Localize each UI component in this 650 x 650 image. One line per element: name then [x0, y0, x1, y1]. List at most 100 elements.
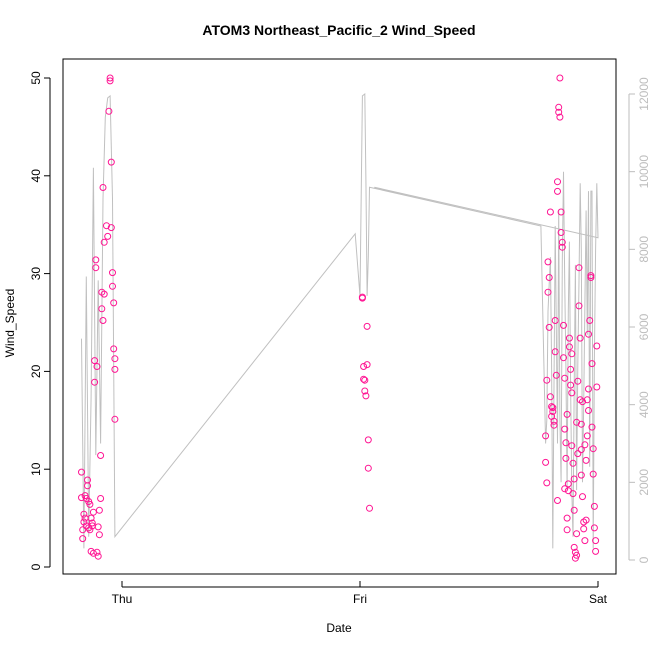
wind-speed-point	[550, 421, 558, 429]
x-tick-label: Thu	[112, 592, 133, 606]
y-tick-label: 30	[29, 267, 43, 281]
y-tick-label: 10	[29, 462, 43, 476]
wind-speed-point	[111, 365, 119, 373]
wind-speed-point	[585, 407, 592, 414]
wind-speed-point	[582, 456, 590, 464]
wind-speed-point	[590, 524, 598, 532]
wind-speed-point	[568, 389, 576, 397]
wind-speed-point	[574, 450, 582, 458]
wind-speed-point	[585, 385, 592, 393]
wind-speed-point	[588, 360, 596, 368]
plot-frame	[62, 58, 617, 575]
wind-speed-point	[581, 441, 589, 449]
wind-speed-point	[575, 264, 583, 272]
wind-speed-point	[92, 264, 100, 272]
wind-speed-point	[585, 330, 592, 338]
wind-speed-point	[364, 436, 372, 444]
x-tick-label: Sat	[589, 592, 608, 606]
wind-speed-point	[560, 321, 567, 329]
wind-speed-point	[545, 274, 553, 281]
wind-speed-point	[588, 423, 596, 431]
wind-speed-point	[555, 108, 563, 116]
wind-speed-point	[81, 514, 89, 522]
wind-speed-point	[563, 410, 571, 418]
wind-speed-point	[561, 374, 569, 382]
wind-speed-point	[361, 387, 369, 395]
wind-speed-point	[358, 294, 366, 302]
wind-speed-point	[570, 543, 578, 551]
y-tick-label: 0	[29, 563, 43, 570]
wind-speed-point	[579, 493, 586, 501]
wind-speed-point	[106, 74, 114, 82]
wind-speed-point	[593, 342, 601, 350]
wind-speed-point	[590, 502, 598, 510]
wind-speed-point	[592, 537, 600, 545]
wind-speed-point	[589, 445, 597, 453]
wind-speed-point	[577, 446, 585, 454]
wind-speed-point	[563, 526, 571, 534]
wind-speed-point	[86, 500, 94, 508]
wind-speed-point	[107, 158, 115, 166]
wind-speed-point	[93, 363, 101, 370]
wind-speed-point	[360, 375, 368, 383]
wind-speed-point	[84, 482, 91, 490]
wind-speed-point	[576, 334, 584, 342]
wind-speed-point	[592, 547, 600, 555]
wind-speed-point	[98, 305, 106, 313]
wind-speed-point	[573, 418, 581, 426]
wind-speed-point	[565, 343, 573, 351]
wind-speed-point	[561, 485, 569, 493]
wind-speed-point	[564, 480, 572, 488]
wind-speed-point	[587, 272, 595, 280]
wind-speed-point	[94, 552, 102, 560]
wind-speed-point	[573, 551, 581, 559]
wind-speed-point	[562, 454, 570, 462]
y2-tick-label: 12000	[637, 77, 650, 111]
wind-speed-point	[89, 508, 97, 516]
wind-speed-point	[364, 464, 372, 472]
y2-tick-label: 6000	[637, 313, 650, 340]
wind-speed-point	[363, 322, 371, 330]
y2-tick-label: 8000	[637, 236, 650, 263]
left-y-axis: 0 10 20 30 40 50	[29, 71, 51, 570]
wind-speed-point	[545, 323, 553, 331]
wind-speed-point	[111, 415, 119, 423]
wind-speed-point	[582, 516, 590, 524]
right-y-axis: 0 2000 4000 6000 8000 10000 12000	[628, 77, 650, 563]
wind-speed-point	[109, 269, 116, 277]
wind-speed-point	[80, 510, 88, 518]
wind-speed-point	[581, 537, 589, 545]
wind-speed-point	[109, 282, 116, 290]
wind-speed-point	[557, 208, 565, 216]
wind-speed-point	[110, 299, 118, 307]
wind-speed-point	[579, 398, 586, 406]
wind-speed-point	[79, 526, 87, 534]
wind-speed-point	[569, 490, 577, 498]
wind-speed-point	[544, 258, 552, 266]
wind-speed-point	[551, 348, 559, 356]
wind-speed-point	[550, 417, 558, 425]
wind-speed-point	[558, 243, 566, 251]
wind-speed-point	[574, 377, 582, 385]
wind-speed-points-layer	[78, 74, 601, 562]
wind-speed-point	[567, 381, 575, 389]
wind-speed-point	[570, 475, 578, 483]
wind-speed-point	[577, 471, 585, 479]
wind-speed-point	[577, 420, 585, 428]
y2-tick-label: 10000	[637, 155, 650, 189]
wind-speed-point	[104, 232, 112, 240]
wind-speed-point	[99, 184, 107, 191]
wind-speed-point	[94, 523, 102, 531]
wind-speed-point	[549, 408, 557, 415]
depth-line-layer	[81, 92, 599, 549]
wind-speed-point	[95, 531, 103, 539]
wind-speed-point	[554, 187, 561, 195]
wind-speed-point	[366, 504, 373, 512]
wind-speed-point	[556, 74, 564, 82]
wind-speed-point	[586, 317, 594, 324]
wind-speed-point	[551, 317, 559, 324]
wind-speed-point	[567, 365, 575, 373]
x-tick-label: Fri	[353, 592, 367, 606]
wind-speed-point	[95, 506, 103, 514]
